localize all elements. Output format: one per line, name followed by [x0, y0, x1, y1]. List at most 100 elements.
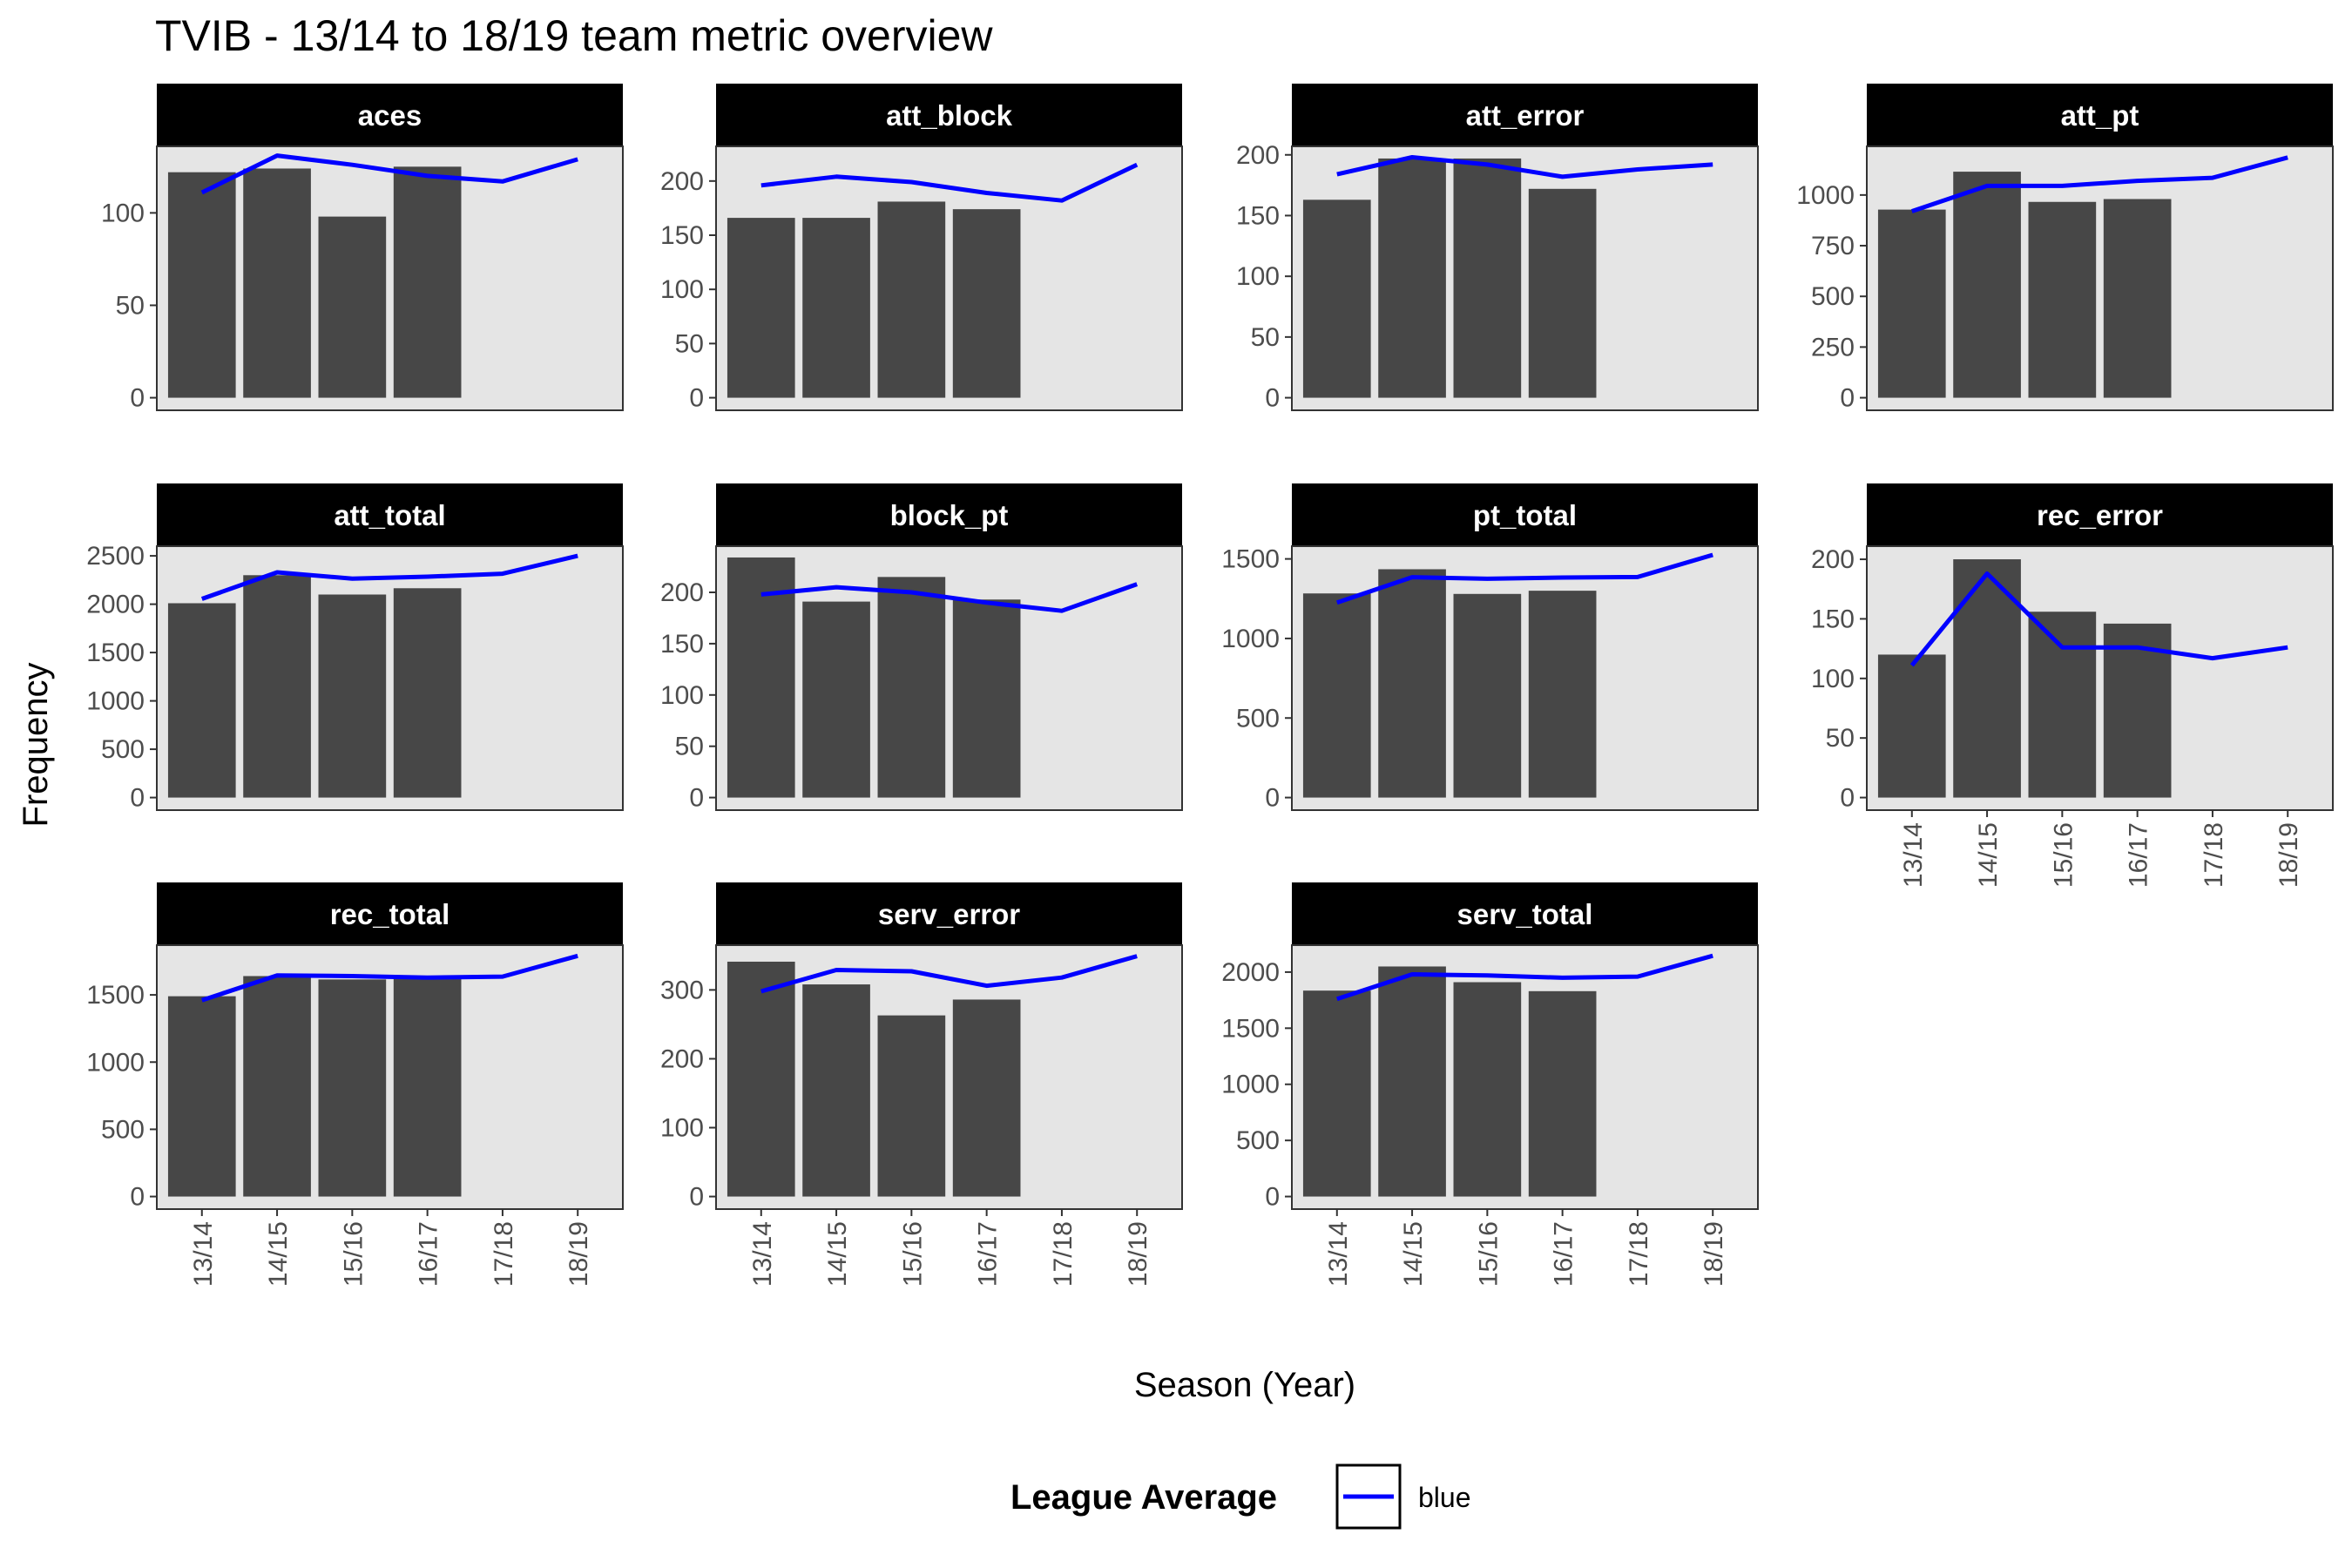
ytick-label-pt_total: 0 [1265, 784, 1280, 813]
bar-serv_total-13-14 [1302, 990, 1371, 1197]
bar-pt_total-15-16 [1453, 593, 1522, 798]
ytick-label-rec_total: 0 [130, 1183, 145, 1212]
strip-label-pt_total: pt_total [1473, 499, 1577, 531]
panel-pt_total: pt_total 0 500 1000 1500 [1221, 483, 1759, 813]
bar-att_total-13-14 [167, 603, 236, 798]
strip-label-att_block: att_block [886, 99, 1013, 132]
panel-serv_total: serv_total 0 500 1000 1500 2000 13/14 14/15 15/1… [1221, 882, 1759, 1287]
bar-rec_error-13-14 [1877, 654, 1946, 798]
league-average-line-aces [200, 153, 578, 195]
bar-rec_error-15-16 [2028, 612, 2097, 798]
ytick-label-serv_total: 500 [1236, 1126, 1280, 1155]
panel-att_error: att_error 0 50 100 150 200 [1236, 84, 1759, 413]
panel-border-serv_total [1291, 944, 1759, 1210]
strip-serv_error [716, 882, 1182, 945]
bar-serv_total-16-17 [1528, 990, 1597, 1197]
strip-label-att_total: att_total [334, 499, 445, 531]
xtick-label-rec_total: 18/19 [564, 1221, 593, 1287]
bar-serv_error-16-17 [952, 999, 1021, 1197]
bar-aces-13-14 [167, 172, 236, 398]
ytick-label-aces: 0 [130, 384, 145, 413]
ytick-label-serv_error: 0 [689, 1183, 704, 1212]
bar-pt_total-13-14 [1302, 593, 1371, 798]
ytick-label-rec_error: 150 [1811, 605, 1855, 633]
xtick-label-serv_total: 13/14 [1324, 1221, 1353, 1287]
legend-label: blue [1418, 1482, 1471, 1513]
bar-rec_total-13-14 [167, 996, 236, 1197]
bar-pt_total-14-15 [1378, 569, 1446, 798]
panel-aces: aces 0 50 100 [101, 84, 624, 413]
bar-rec_total-15-16 [318, 979, 387, 1197]
xtick-label-serv_total: 17/18 [1625, 1221, 1653, 1287]
strip-block_pt [716, 483, 1182, 546]
ytick-label-att_pt: 750 [1811, 232, 1855, 260]
panel-rec_total: rec_total 0 500 1000 1500 13/14 14/15 15/16 16/1… [86, 882, 624, 1287]
strip-att_pt [1867, 84, 2333, 146]
strip-label-aces: aces [358, 99, 422, 132]
panel-grid: aces 0 50 100 att_block 0 50 100 150 200 att_error… [86, 84, 2334, 1287]
ytick-label-att_pt: 500 [1811, 282, 1855, 311]
strip-label-att_error: att_error [1466, 99, 1585, 132]
league-average-line-rec_total [201, 953, 578, 1003]
bar-pt_total-16-17 [1528, 591, 1597, 798]
xtick-label-rec_total: 14/15 [264, 1221, 293, 1287]
ytick-label-att_error: 50 [1251, 323, 1280, 352]
strip-att_error [1292, 84, 1758, 146]
xtick-label-rec_error: 13/14 [1899, 822, 1928, 888]
ytick-label-att_total: 500 [101, 735, 145, 764]
ytick-label-att_total: 1500 [86, 639, 145, 667]
panel-border-pt_total [1291, 545, 1759, 811]
ytick-label-att_block: 200 [660, 167, 704, 196]
bar-serv_error-13-14 [727, 961, 795, 1197]
ytick-label-rec_total: 1000 [86, 1048, 145, 1077]
ytick-label-rec_total: 1500 [86, 981, 145, 1010]
ytick-label-serv_total: 1500 [1221, 1014, 1280, 1043]
panel-att_block: att_block 0 50 100 150 200 [660, 84, 1183, 413]
bar-att_pt-14-15 [1953, 172, 2021, 398]
xtick-label-rec_total: 15/16 [339, 1221, 368, 1287]
ytick-label-att_block: 0 [689, 384, 704, 413]
xtick-label-serv_error: 15/16 [898, 1221, 927, 1287]
xtick-label-serv_total: 18/19 [1700, 1221, 1728, 1287]
y-axis-title: Frequency [17, 663, 55, 828]
xtick-label-rec_total: 13/14 [189, 1221, 218, 1287]
bar-block_pt-14-15 [802, 601, 870, 798]
xtick-label-serv_total: 15/16 [1474, 1221, 1503, 1287]
bar-att_pt-13-14 [1877, 209, 1946, 398]
bar-att_block-14-15 [802, 218, 870, 398]
strip-rec_error [1867, 483, 2333, 546]
legend: League Average blue [1010, 1463, 1471, 1530]
bar-att_error-15-16 [1453, 158, 1522, 398]
ytick-label-block_pt: 50 [675, 733, 704, 761]
bar-att_total-14-15 [243, 575, 311, 798]
bar-aces-14-15 [243, 168, 311, 398]
ytick-label-aces: 100 [101, 199, 145, 227]
xtick-label-rec_error: 15/16 [2049, 822, 2078, 888]
xtick-label-serv_error: 13/14 [748, 1221, 777, 1287]
ytick-label-rec_error: 0 [1840, 784, 1855, 813]
ytick-label-att_error: 0 [1265, 384, 1280, 413]
xtick-label-rec_error: 14/15 [1974, 822, 2003, 888]
bar-aces-16-17 [393, 166, 462, 398]
ytick-label-block_pt: 150 [660, 630, 704, 659]
panel-att_pt: att_pt 0 250 500 750 1000 [1796, 84, 2334, 413]
ytick-label-att_pt: 0 [1840, 384, 1855, 413]
league-average-line-rec_error [1909, 571, 2288, 667]
ytick-label-pt_total: 1500 [1221, 545, 1280, 574]
xtick-label-rec_error: 16/17 [2125, 822, 2153, 888]
ytick-label-block_pt: 0 [689, 784, 704, 813]
xtick-label-serv_total: 16/17 [1550, 1221, 1578, 1287]
panel-border-aces [156, 145, 624, 411]
bar-block_pt-13-14 [727, 557, 795, 798]
xtick-label-serv_error: 14/15 [823, 1221, 852, 1287]
league-average-line-block_pt [760, 582, 1139, 613]
strip-aces [157, 84, 623, 146]
bar-block_pt-16-17 [952, 599, 1021, 798]
panel-border-att_block [715, 145, 1183, 411]
bar-att_error-14-15 [1378, 158, 1446, 398]
league-average-line-att_pt [1911, 155, 2288, 213]
ytick-label-serv_total: 2000 [1221, 958, 1280, 987]
xtick-label-rec_error: 18/19 [2274, 822, 2303, 888]
ytick-label-att_error: 100 [1236, 262, 1280, 291]
